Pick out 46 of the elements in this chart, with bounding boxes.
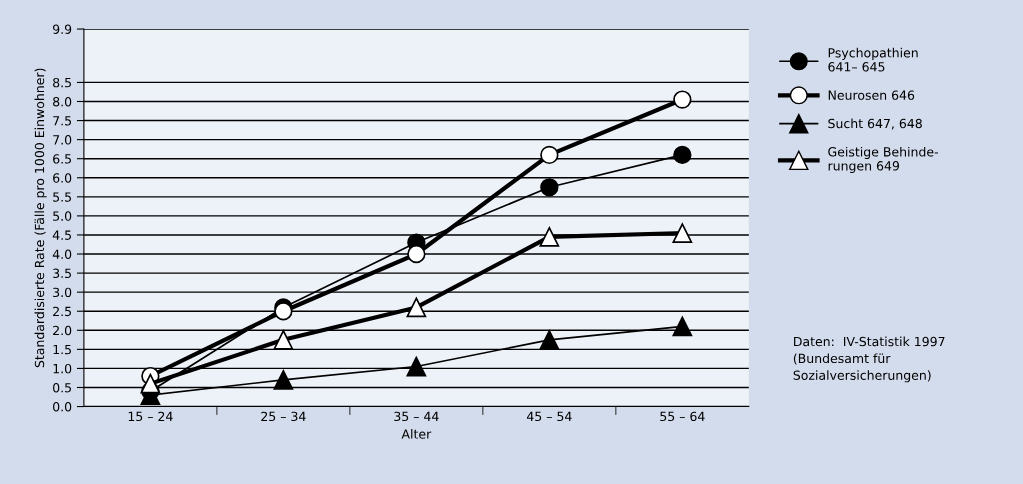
point	[274, 302, 293, 321]
legend-label: Psychopathien 641– 645	[828, 47, 918, 72]
y-tick-label: 8.5	[53, 77, 71, 88]
y-tick-label: 4.5	[52, 230, 71, 240]
y-tick-label: 7.5	[53, 116, 71, 126]
legend-label: Neurosen 646	[828, 90, 915, 100]
y-tick-label: 0.0	[53, 402, 72, 412]
y-tick-label: 1.5	[53, 345, 71, 355]
y-tick-label: 3.0	[53, 287, 72, 298]
point	[406, 297, 427, 318]
point	[672, 316, 693, 337]
y-tick-label: 3.5	[53, 268, 71, 279]
point	[140, 373, 161, 394]
y-tick-label: 5.5	[53, 192, 71, 202]
y-tick-label: 6.5	[53, 154, 71, 164]
legend-label: Sucht 647, 648	[828, 118, 922, 130]
point	[540, 145, 559, 165]
point	[540, 178, 559, 197]
point	[273, 329, 294, 350]
point	[539, 227, 560, 247]
y-tick-label: 5.0	[53, 211, 72, 221]
point	[673, 145, 692, 165]
y-tick-label: 6.0	[53, 173, 72, 183]
point	[406, 356, 427, 377]
text: Daten: IV-Statistik 1997 (Bundesamt für Sozialversicherungen)	[793, 336, 945, 383]
y-axis-title: Standardisierte Rate (Fälle pro 1000 Einwohner)	[34, 68, 47, 368]
point	[273, 370, 294, 390]
point	[672, 223, 693, 243]
point	[407, 244, 426, 264]
point	[673, 90, 692, 109]
y-tick-label: 0.5	[53, 382, 71, 393]
x-tick-label: 45 – 54	[526, 411, 572, 422]
y-tick-label: 4.0	[52, 249, 72, 259]
y-tick-label: 1.0	[53, 363, 72, 374]
point	[539, 329, 560, 350]
x-tick-label: 55 – 64	[660, 411, 705, 422]
x-tick-label: 35 – 44	[394, 411, 439, 422]
x-tick-label: 25 – 34	[261, 411, 306, 422]
x-tick-label: 15 – 24	[128, 411, 173, 422]
x-axis-title: Alter	[401, 429, 432, 439]
y-tick-label: 2.0	[53, 325, 72, 336]
legend-label: Geistige Behinde- rungen 649	[828, 146, 938, 173]
y-tick-label: 2.5	[53, 306, 71, 317]
y-tick-label: 9.9	[52, 24, 72, 34]
y-tick-label: 7.0	[53, 135, 72, 145]
y-tick-label: 8.0	[53, 96, 72, 107]
